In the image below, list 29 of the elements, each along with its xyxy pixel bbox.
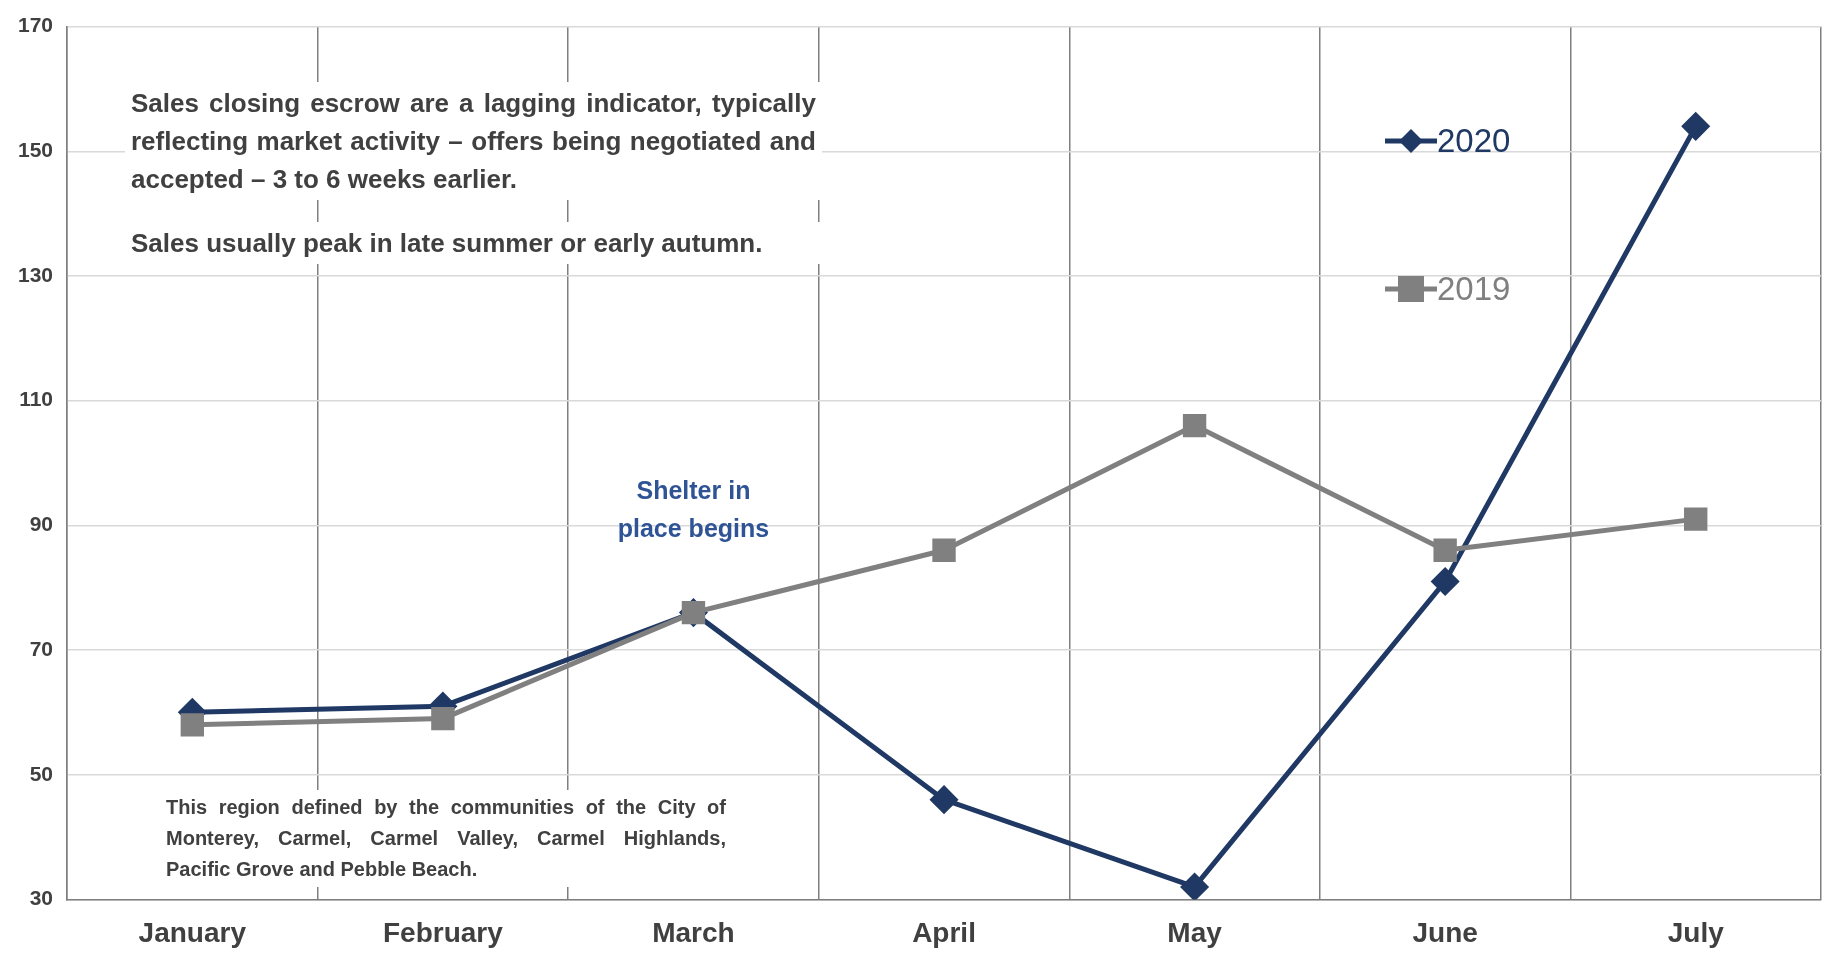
text-box: Sales closing escrow are a lagging indicator, typically reflecting market activity – offers being negotiated and accepted – 3 to 6 weeks earlier. [125, 82, 822, 200]
point [1181, 873, 1209, 900]
x-tick-label: February [382, 916, 504, 948]
y-tick-label: 70 [29, 636, 54, 660]
point [1433, 538, 1457, 562]
point [1684, 507, 1708, 531]
point [1682, 112, 1710, 140]
annotation: Shelter in place begins [617, 476, 770, 543]
y-tick-label: 50 [29, 761, 54, 785]
y-tick-label: 130 [17, 262, 54, 286]
y-tick-label: 90 [29, 512, 54, 536]
x-tick-label: May [1167, 916, 1223, 948]
y-tick-label: 150 [17, 138, 54, 162]
point [431, 706, 455, 731]
y-tick-label: 30 [29, 886, 54, 910]
y-tick-label: 110 [19, 387, 54, 411]
point [932, 538, 956, 562]
point [1431, 567, 1459, 595]
point [930, 786, 958, 814]
legend-label: 2019 [1437, 270, 1511, 308]
point [180, 713, 205, 737]
x-tick-label: March [652, 916, 735, 948]
x-tick-label: June [1412, 916, 1478, 948]
x-tick-label: January [138, 916, 247, 948]
y-tick-label: 170 [17, 13, 54, 37]
legend-label: 2020 [1437, 122, 1511, 160]
point [1182, 413, 1207, 438]
x-tick-label: July [1667, 916, 1725, 948]
x-tick-label: April [912, 916, 976, 948]
